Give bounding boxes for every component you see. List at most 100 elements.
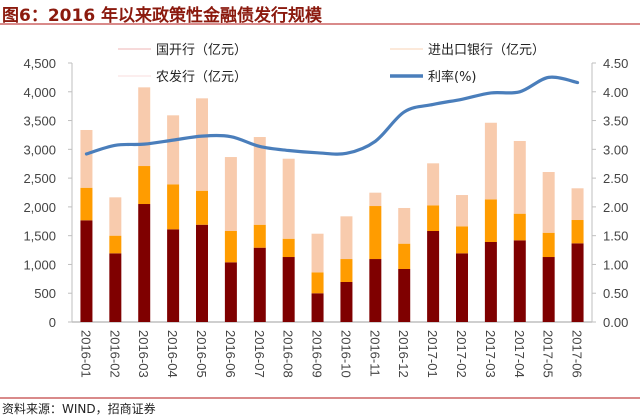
bar-cdb — [167, 229, 180, 322]
x-tick-label: 2016-10 — [338, 330, 353, 378]
bar-exim — [138, 166, 151, 205]
bar-exim — [542, 232, 555, 258]
bar-exim — [196, 190, 208, 225]
bar-cdb — [253, 247, 266, 322]
bar-cdb — [542, 257, 555, 322]
bar-cdb — [571, 243, 584, 322]
bar-adbc — [282, 158, 295, 239]
bar-cdb — [456, 253, 468, 322]
bars — [80, 87, 584, 322]
rate-line — [84, 75, 580, 156]
y-right-tick-label: 4.00 — [603, 85, 628, 100]
title-divider — [0, 23, 640, 25]
y-right-tick-label: 1.50 — [603, 229, 628, 244]
bar-cdb — [80, 220, 93, 322]
y-right-tick-label: 0.50 — [603, 286, 628, 301]
x-tick-label: 2017-02 — [454, 330, 469, 378]
bar-exim — [80, 187, 93, 221]
x-tick-label: 2016-06 — [223, 330, 238, 378]
bar-exim — [484, 199, 497, 242]
chart-title: 图6：2016 年以来政策性金融债发行规模 — [2, 6, 323, 26]
bar-cdb — [427, 231, 440, 322]
bar-exim — [456, 226, 468, 254]
footer-divider — [0, 397, 640, 399]
y-left-tick-label: 3,000 — [23, 142, 56, 157]
y-right-tick-label: 3.00 — [603, 142, 628, 157]
y-left-tick-label: 4,500 — [23, 56, 56, 71]
bar-adbc — [542, 172, 555, 233]
x-tick-label: 2017-03 — [483, 330, 498, 378]
source-note: 资料来源：WIND，招商证券 — [2, 402, 156, 416]
x-tick-label: 2017-05 — [541, 330, 556, 378]
bar-adbc — [196, 98, 208, 191]
bar-adbc — [571, 188, 584, 221]
bar-exim — [427, 205, 440, 232]
bar-adbc — [340, 216, 353, 260]
x-tick-label: 2017-04 — [512, 330, 527, 378]
x-tick-labels: 2016-01 2016-02 2016-03 2016-04 2016-05 2016-… — [78, 330, 584, 378]
bar-cdb — [369, 259, 382, 322]
bar-adbc — [167, 115, 180, 185]
x-tick-label: 2016-09 — [310, 330, 325, 378]
bar-cdb — [513, 240, 526, 322]
y-left-tick-label: 500 — [34, 286, 56, 301]
x-tick-label: 2016-03 — [136, 330, 151, 378]
bar-exim — [167, 184, 180, 230]
x-tick-label: 2016-12 — [396, 330, 411, 378]
legend-label: 利率(%) — [428, 69, 477, 85]
bar-cdb — [109, 253, 122, 322]
y-right-tick-label: 3.50 — [603, 114, 628, 129]
bar-cdb — [311, 293, 324, 322]
x-tick-label: 2016-01 — [78, 330, 93, 378]
bar-adbc — [80, 129, 93, 188]
x-tick-label: 2016-04 — [165, 330, 180, 378]
bar-adbc — [224, 157, 237, 232]
y-left-tick-label: 4,000 — [23, 85, 56, 100]
bar-cdb — [196, 224, 208, 322]
bar-adbc — [456, 195, 468, 227]
bar-exim — [282, 238, 295, 258]
y-left-tick-label: 1,000 — [23, 257, 56, 272]
bar-exim — [369, 206, 382, 260]
bar-exim — [109, 235, 122, 254]
x-tick-label: 2016-08 — [281, 330, 296, 378]
bar-cdb — [398, 268, 411, 322]
bar-adbc — [398, 207, 411, 244]
bar-adbc — [109, 197, 122, 236]
bar-exim — [398, 243, 411, 269]
bar-exim — [311, 272, 324, 294]
x-tick-label: 2016-11 — [367, 330, 382, 377]
y-left-tick-label: 1,500 — [23, 229, 56, 244]
legend-label: 进出口银行（亿元） — [428, 43, 545, 58]
bar-adbc — [311, 233, 324, 273]
y-right-tick-label: 1.00 — [603, 257, 628, 272]
legend: 国开行（亿元） 进出口银行（亿元） 农发行（亿元） 利率(%) — [118, 43, 545, 85]
y-right-tick-label: 4.50 — [603, 56, 628, 71]
bar-adbc — [427, 163, 440, 206]
x-tick-label: 2016-07 — [252, 330, 267, 378]
y-left-tick-label: 3,500 — [23, 114, 56, 129]
y-left-tick-label: 2,500 — [23, 171, 56, 186]
y-right-tick-label: 0.00 — [603, 315, 628, 330]
bar-exim — [253, 224, 266, 248]
bar-adbc — [138, 87, 151, 167]
bar-adbc — [369, 192, 382, 207]
bar-cdb — [484, 241, 497, 322]
bar-exim — [571, 220, 584, 244]
y-left-tick-label: 0 — [49, 315, 56, 330]
axes: 0 500 1,000 1,500 2,000 2,500 3,000 3,500 4,000 4… — [23, 56, 628, 330]
bar-exim — [513, 213, 526, 241]
x-tick-label: 2016-05 — [194, 330, 209, 378]
bar-exim — [224, 231, 237, 263]
y-right-tick-label: 2.00 — [603, 200, 628, 215]
x-tick-label: 2017-01 — [425, 330, 440, 378]
y-right-tick-label: 2.50 — [603, 171, 628, 186]
bar-cdb — [282, 257, 295, 322]
bar-cdb — [224, 262, 237, 322]
x-tick-label: 2016-02 — [107, 330, 122, 378]
bar-exim — [340, 259, 353, 282]
rate-line-group — [84, 75, 580, 156]
bar-cdb — [138, 204, 151, 322]
y-left-tick-label: 2,000 — [23, 200, 56, 215]
